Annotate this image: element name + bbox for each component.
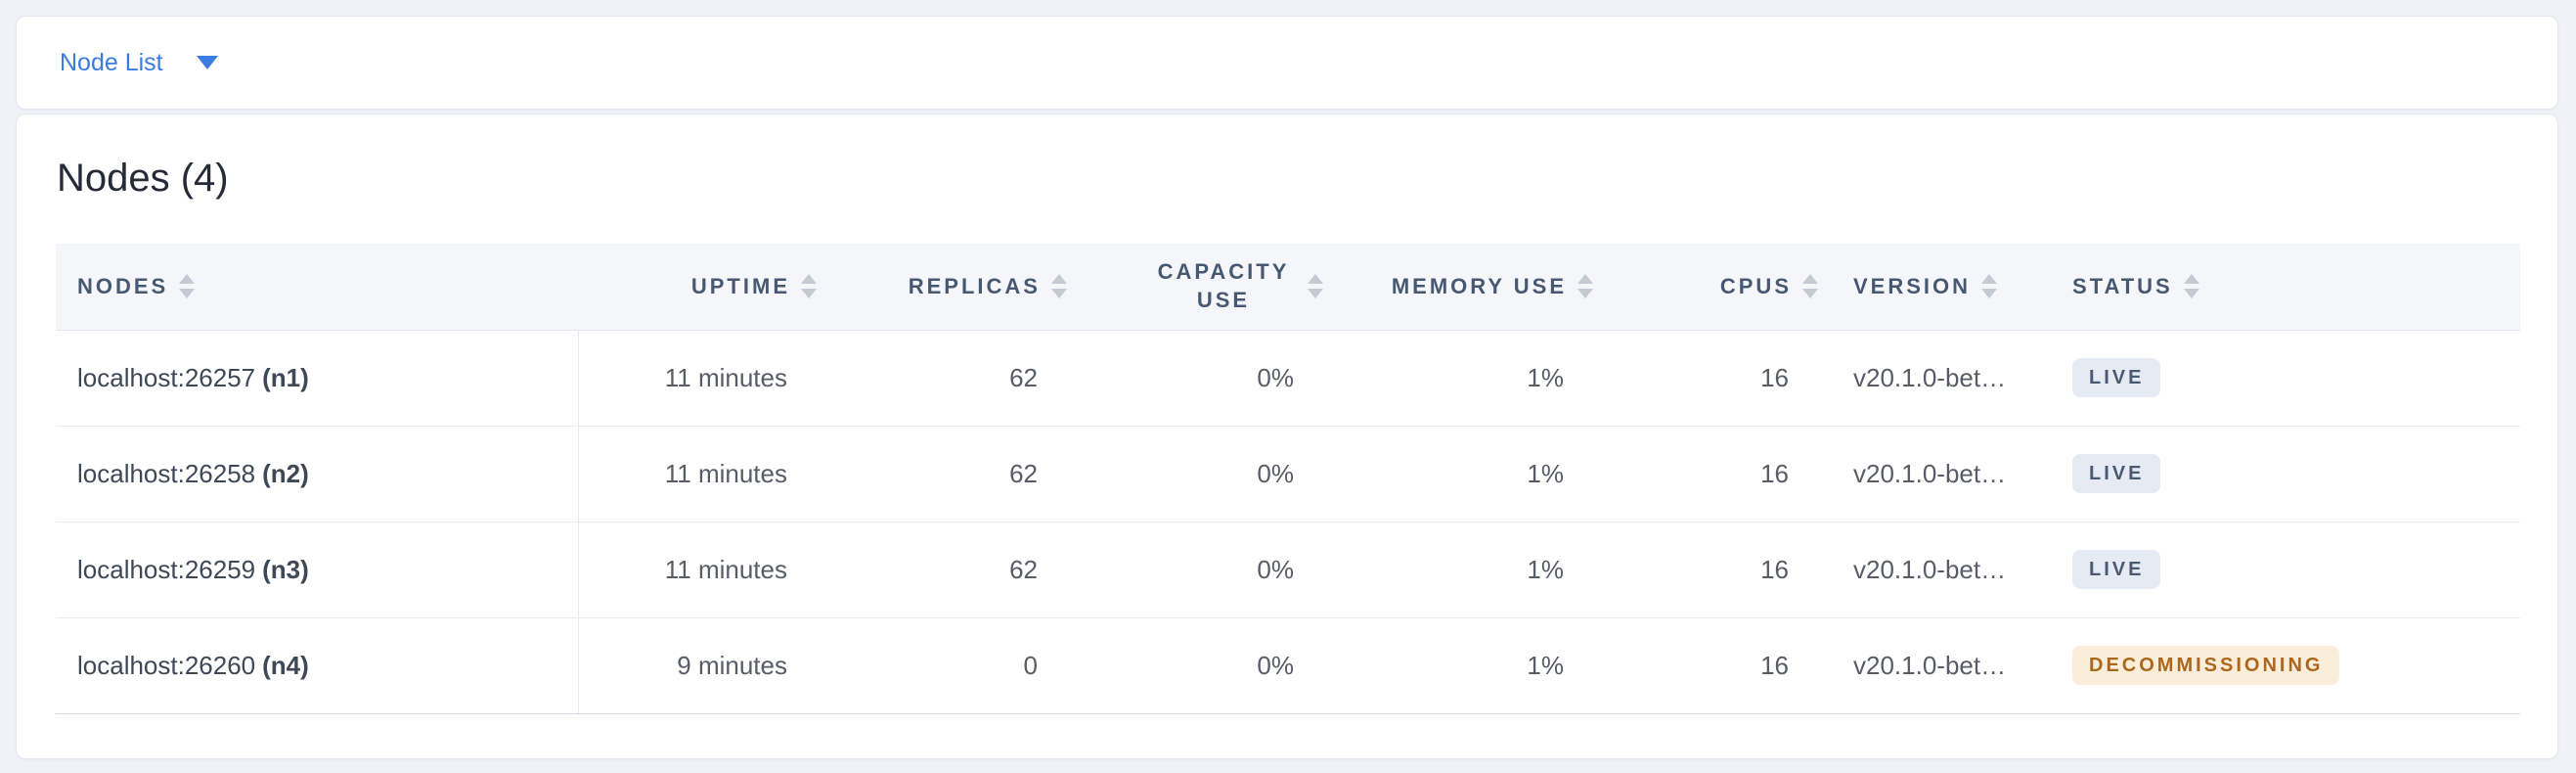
- memory-use-cell: 1%: [1339, 617, 1609, 714]
- node-link[interactable]: localhost:26260 (n4): [77, 650, 309, 680]
- node-address-cell: localhost:26260 (n4): [56, 617, 579, 714]
- sort-icon: [1308, 274, 1323, 299]
- status-badge: LIVE: [2072, 358, 2161, 397]
- capacity-use-cell: 0%: [1083, 426, 1339, 523]
- node-link[interactable]: localhost:26259 (n3): [77, 554, 309, 584]
- memory-use-cell: 1%: [1339, 330, 1609, 427]
- memory-use-cell: 1%: [1339, 522, 1609, 618]
- replicas-cell: 62: [832, 330, 1083, 427]
- view-selector-label: Node List: [60, 48, 163, 76]
- column-header-memory-use[interactable]: MEMORY USE: [1339, 244, 1609, 331]
- column-header-nodes[interactable]: NODES: [56, 244, 578, 331]
- status-cell: DECOMMISSIONING: [2070, 617, 2520, 714]
- cpus-cell: 16: [1609, 330, 1834, 427]
- node-address-cell: localhost:26258 (n2): [56, 426, 579, 523]
- version-cell: v20.1.0-bet…: [1834, 426, 2070, 523]
- column-header-version[interactable]: VERSION: [1834, 244, 2070, 331]
- sort-icon: [2183, 274, 2199, 299]
- sort-icon: [1577, 274, 1593, 299]
- status-badge: LIVE: [2072, 550, 2161, 589]
- view-selector-dropdown[interactable]: Node List: [60, 48, 218, 76]
- nodes-table: NODES UPTIME REPLICAS: [56, 244, 2520, 714]
- capacity-use-cell: 0%: [1083, 330, 1339, 427]
- node-id: (n3): [262, 554, 309, 584]
- sort-icon: [801, 274, 817, 299]
- column-header-replicas[interactable]: REPLICAS: [832, 244, 1083, 331]
- table-header-row: NODES UPTIME REPLICAS: [56, 244, 2520, 331]
- table-row: localhost:26260 (n4) 9 minutes 0 0% 1% 16…: [56, 617, 2520, 714]
- panel-title: Nodes (4): [57, 157, 229, 200]
- uptime-cell: 9 minutes: [578, 617, 832, 714]
- uptime-cell: 11 minutes: [578, 330, 832, 427]
- column-header-cpus[interactable]: CPUS: [1609, 244, 1834, 331]
- uptime-cell: 11 minutes: [578, 426, 832, 523]
- cpus-cell: 16: [1609, 617, 1834, 714]
- uptime-cell: 11 minutes: [578, 522, 832, 618]
- sort-icon: [1051, 274, 1067, 299]
- view-selector-bar: Node List: [16, 16, 2558, 110]
- node-id: (n2): [262, 458, 309, 488]
- column-header-uptime[interactable]: UPTIME: [578, 244, 832, 331]
- node-id: (n1): [262, 362, 309, 392]
- replicas-cell: 62: [832, 522, 1083, 618]
- caret-down-icon: [196, 56, 218, 69]
- table-row: localhost:26258 (n2) 11 minutes 62 0% 1% …: [56, 426, 2520, 523]
- replicas-cell: 62: [832, 426, 1083, 523]
- sort-icon: [1802, 274, 1818, 299]
- table-row: localhost:26257 (n1) 11 minutes 62 0% 1% …: [56, 330, 2520, 427]
- version-cell: v20.1.0-bet…: [1834, 522, 2070, 618]
- node-address-cell: localhost:26259 (n3): [56, 522, 579, 618]
- node-address-cell: localhost:26257 (n1): [56, 330, 579, 427]
- cpus-cell: 16: [1609, 426, 1834, 523]
- table-row: localhost:26259 (n3) 11 minutes 62 0% 1% …: [56, 522, 2520, 618]
- status-badge: DECOMMISSIONING: [2072, 646, 2340, 685]
- column-header-capacity-use[interactable]: CAPACITY USE: [1083, 244, 1339, 331]
- node-id: (n4): [262, 650, 309, 680]
- status-cell: LIVE: [2070, 426, 2520, 523]
- cpus-cell: 16: [1609, 522, 1834, 618]
- replicas-cell: 0: [832, 617, 1083, 714]
- memory-use-cell: 1%: [1339, 426, 1609, 523]
- capacity-use-cell: 0%: [1083, 522, 1339, 618]
- node-link[interactable]: localhost:26257 (n1): [77, 362, 309, 392]
- nodes-panel: Nodes (4) NODES UPTIM: [16, 114, 2558, 759]
- capacity-use-cell: 0%: [1083, 617, 1339, 714]
- status-badge: LIVE: [2072, 454, 2161, 493]
- column-header-status[interactable]: STATUS: [2070, 244, 2520, 331]
- sort-icon: [179, 274, 196, 299]
- version-cell: v20.1.0-bet…: [1834, 330, 2070, 427]
- version-cell: v20.1.0-bet…: [1834, 617, 2070, 714]
- sort-icon: [1981, 274, 1998, 299]
- status-cell: LIVE: [2070, 522, 2520, 618]
- status-cell: LIVE: [2070, 330, 2520, 427]
- node-link[interactable]: localhost:26258 (n2): [77, 458, 309, 488]
